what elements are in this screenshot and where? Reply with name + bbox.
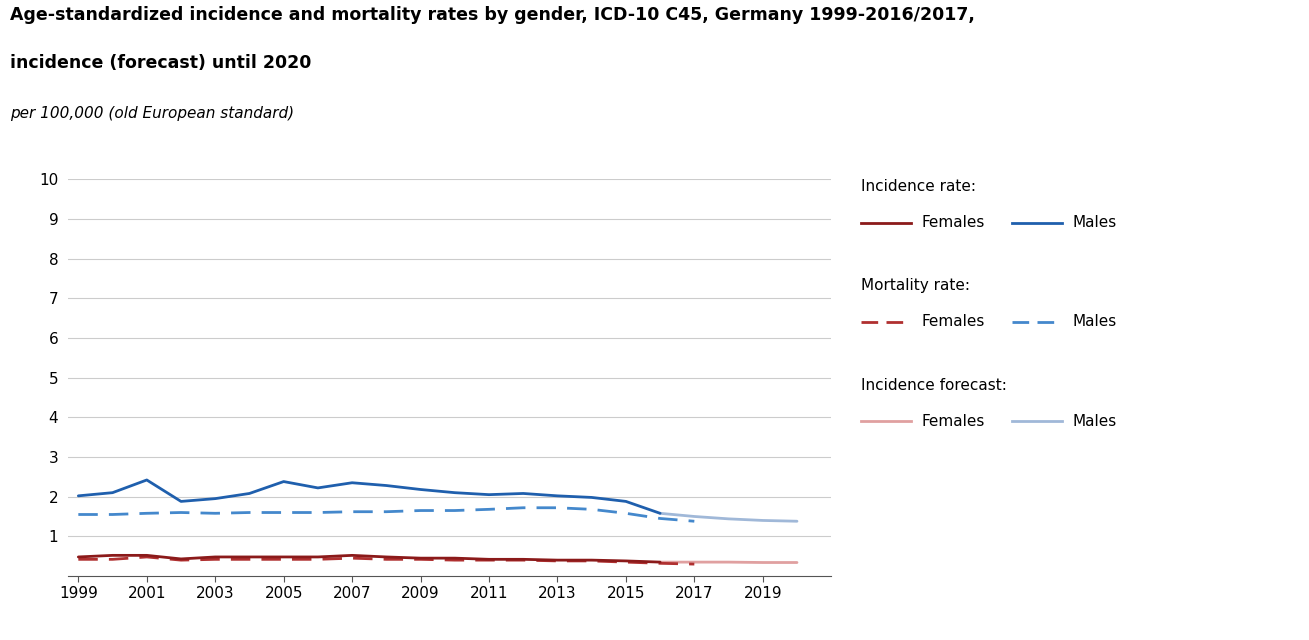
Text: Females: Females xyxy=(922,215,984,230)
Text: Mortality rate:: Mortality rate: xyxy=(861,278,970,293)
Text: incidence (forecast) until 2020: incidence (forecast) until 2020 xyxy=(10,54,312,72)
Text: Males: Males xyxy=(1072,314,1117,330)
Text: Incidence rate:: Incidence rate: xyxy=(861,179,977,194)
Text: Females: Females xyxy=(922,314,984,330)
Text: Males: Males xyxy=(1072,215,1117,230)
Text: Age-standardized incidence and mortality rates by gender, ICD-10 C45, Germany 19: Age-standardized incidence and mortality… xyxy=(10,6,975,24)
Text: per 100,000 (old European standard): per 100,000 (old European standard) xyxy=(10,106,295,120)
Text: Incidence forecast:: Incidence forecast: xyxy=(861,378,1007,392)
Text: Males: Males xyxy=(1072,413,1117,429)
Text: Females: Females xyxy=(922,413,984,429)
